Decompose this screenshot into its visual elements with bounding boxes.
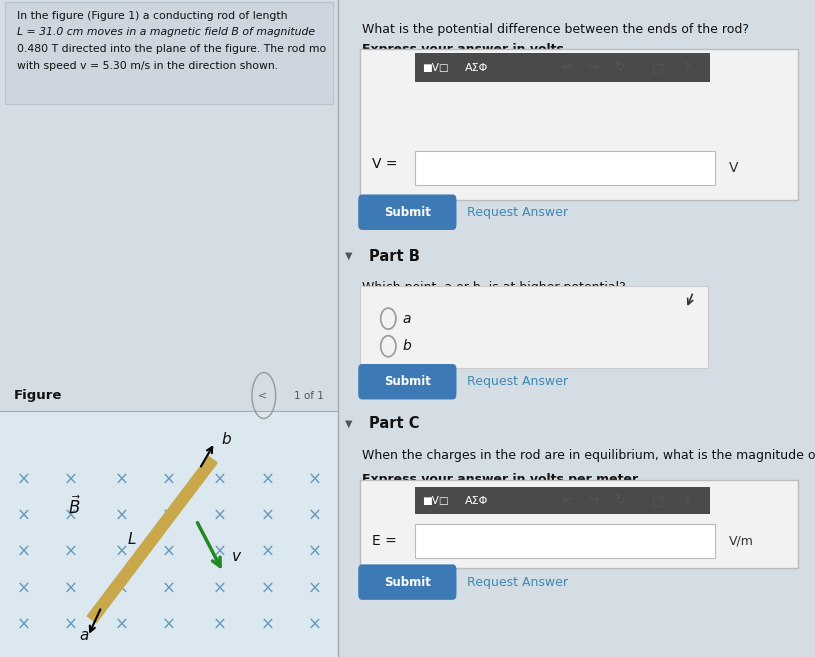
Text: Request Answer: Request Answer	[467, 576, 568, 589]
Text: L: L	[128, 532, 136, 547]
Text: In the figure (Figure 1) a conducting rod of length: In the figure (Figure 1) a conducting ro…	[17, 11, 288, 21]
Text: ×: ×	[260, 579, 274, 597]
Text: ↪: ↪	[588, 61, 598, 74]
Text: □: □	[652, 494, 663, 507]
Text: L = 31.0 cm moves in a magnetic field B of magnitude: L = 31.0 cm moves in a magnetic field B …	[17, 27, 315, 37]
Text: V/m: V/m	[729, 535, 754, 548]
Bar	[415, 151, 715, 185]
Text: ×: ×	[17, 579, 31, 597]
FancyBboxPatch shape	[359, 49, 799, 200]
Text: ×: ×	[17, 470, 31, 488]
Text: ×: ×	[162, 470, 176, 488]
Text: v: v	[232, 549, 241, 564]
Text: ×: ×	[162, 543, 176, 561]
Text: ×: ×	[115, 507, 129, 525]
Text: <: <	[258, 390, 267, 401]
FancyBboxPatch shape	[5, 2, 333, 104]
Text: ×: ×	[162, 507, 176, 525]
Text: ?: ?	[683, 494, 689, 507]
Text: ?: ?	[683, 61, 689, 74]
FancyBboxPatch shape	[359, 564, 456, 600]
Text: ×: ×	[115, 470, 129, 488]
Text: ×: ×	[64, 507, 78, 525]
Text: ×: ×	[213, 579, 227, 597]
Text: ■V□: ■V□	[421, 62, 448, 73]
Text: Part C: Part C	[369, 417, 420, 431]
Text: Submit: Submit	[384, 576, 431, 589]
Text: ×: ×	[307, 470, 321, 488]
Text: When the charges in the rod are in equilibrium, what is the magnitude of the ele: When the charges in the rod are in equil…	[362, 449, 815, 463]
Text: a: a	[403, 311, 411, 326]
Text: Submit: Submit	[384, 375, 431, 388]
Text: 0.480 T directed into the plane of the figure. The rod mo: 0.480 T directed into the plane of the f…	[17, 44, 326, 54]
FancyBboxPatch shape	[359, 480, 799, 568]
Text: ×: ×	[260, 470, 274, 488]
Text: ×: ×	[162, 616, 176, 633]
FancyBboxPatch shape	[359, 286, 707, 368]
Text: ×: ×	[213, 470, 227, 488]
Text: ×: ×	[307, 616, 321, 633]
Text: ↻: ↻	[615, 494, 625, 507]
Text: Request Answer: Request Answer	[467, 375, 568, 388]
FancyBboxPatch shape	[359, 364, 456, 399]
Text: Express your answer in volts per meter.: Express your answer in volts per meter.	[362, 473, 641, 486]
Text: ×: ×	[260, 507, 274, 525]
Text: Request Answer: Request Answer	[467, 206, 568, 219]
Text: ↻: ↻	[615, 61, 625, 74]
Text: Figure: Figure	[14, 389, 62, 402]
Text: 1 of 1: 1 of 1	[294, 390, 324, 401]
Text: What is the potential difference between the ends of the rod?: What is the potential difference between…	[362, 23, 749, 36]
Text: Part B: Part B	[369, 249, 420, 263]
Text: ×: ×	[115, 579, 129, 597]
Text: a: a	[80, 628, 90, 643]
Text: V =: V =	[372, 157, 397, 171]
Text: ×: ×	[213, 507, 227, 525]
Text: E =: E =	[372, 533, 396, 548]
Text: ×: ×	[162, 579, 176, 597]
Text: V: V	[729, 161, 738, 175]
Text: Which point, a or b, is at higher potential?: Which point, a or b, is at higher potent…	[362, 281, 626, 294]
FancyBboxPatch shape	[415, 53, 710, 82]
Text: ■V□: ■V□	[421, 495, 448, 506]
Text: b: b	[222, 432, 231, 447]
Text: with speed v = 5.30 m/s in the direction shown.: with speed v = 5.30 m/s in the direction…	[17, 61, 278, 71]
Text: □: □	[652, 61, 663, 74]
Text: Express your answer in volts.: Express your answer in volts.	[362, 43, 569, 56]
Text: ×: ×	[213, 543, 227, 561]
Text: ΑΣΦ: ΑΣΦ	[465, 495, 488, 506]
Text: b: b	[403, 339, 412, 353]
Text: ▼: ▼	[346, 419, 353, 429]
Bar	[0, 411, 338, 657]
Text: ×: ×	[115, 543, 129, 561]
Bar	[415, 524, 715, 558]
Text: ×: ×	[17, 543, 31, 561]
Text: Submit: Submit	[384, 206, 431, 219]
Text: ×: ×	[307, 507, 321, 525]
Text: ×: ×	[17, 616, 31, 633]
Text: ×: ×	[260, 543, 274, 561]
Text: ×: ×	[260, 616, 274, 633]
Text: ↩: ↩	[562, 494, 572, 507]
Text: ▼: ▼	[346, 251, 353, 261]
FancyBboxPatch shape	[415, 487, 710, 514]
Text: $\vec{B}$: $\vec{B}$	[68, 495, 81, 518]
Text: ×: ×	[17, 507, 31, 525]
Text: ↪: ↪	[588, 494, 598, 507]
Text: ×: ×	[307, 543, 321, 561]
Text: ×: ×	[213, 616, 227, 633]
Text: ×: ×	[115, 616, 129, 633]
Text: ×: ×	[307, 579, 321, 597]
Text: ×: ×	[64, 616, 78, 633]
Text: ×: ×	[64, 543, 78, 561]
Text: ×: ×	[64, 579, 78, 597]
FancyBboxPatch shape	[359, 194, 456, 230]
Text: ×: ×	[64, 470, 78, 488]
Text: ΑΣΦ: ΑΣΦ	[465, 62, 488, 73]
Text: ↩: ↩	[562, 61, 572, 74]
